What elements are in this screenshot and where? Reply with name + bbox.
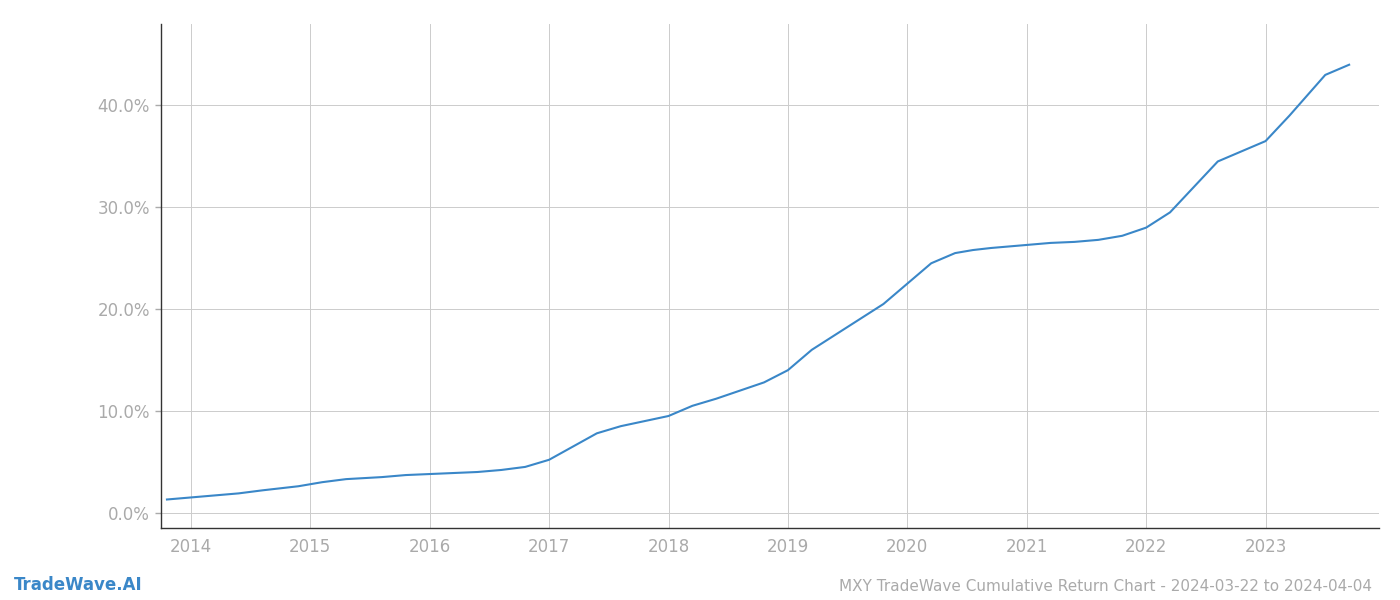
Text: MXY TradeWave Cumulative Return Chart - 2024-03-22 to 2024-04-04: MXY TradeWave Cumulative Return Chart - … (839, 579, 1372, 594)
Text: TradeWave.AI: TradeWave.AI (14, 576, 143, 594)
